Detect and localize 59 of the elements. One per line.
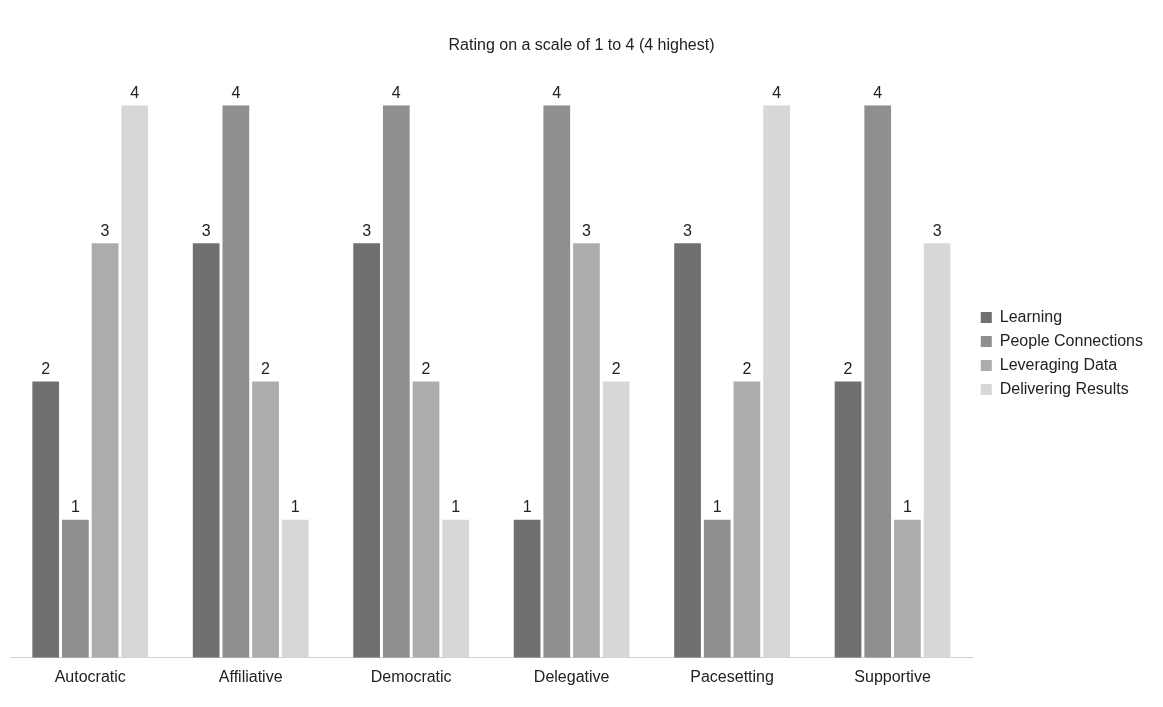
data-label: 3 [201,221,211,239]
data-label: 2 [843,359,853,377]
data-label: 4 [391,83,401,101]
data-label: 2 [421,359,431,377]
data-label: 1 [712,498,722,516]
bar [353,243,380,658]
chart-title: Rating on a scale of 1 to 4 (4 highest) [448,36,715,54]
data-label: 4 [130,83,140,101]
bar [412,381,440,658]
bar [192,243,220,658]
bar [32,381,60,658]
x-tick-label: Pacesetting [690,667,774,685]
bar [252,381,279,658]
data-label: 3 [932,221,942,239]
data-label: 3 [683,221,693,239]
bar [733,381,761,658]
bar [894,519,921,658]
data-label: 4 [772,83,782,101]
bar [91,243,119,658]
bar [121,105,149,658]
bar [513,519,541,658]
bar [222,105,250,658]
data-label: 1 [290,498,300,516]
bar [864,105,892,658]
bar [281,519,309,658]
bar [703,519,731,658]
bar [674,243,701,658]
bar [382,105,410,658]
bar [834,381,862,658]
legend-label: People Connections [999,331,1144,349]
bar [573,243,600,658]
x-tick-label: Autocratic [54,667,126,685]
data-label: 1 [902,498,912,516]
data-label: 2 [742,359,752,377]
data-label: 2 [261,359,271,377]
data-label: 2 [41,359,51,377]
x-tick-label: Supportive [854,667,931,685]
legend-label: Leveraging Data [999,355,1118,373]
x-tick-label: Delegative [533,667,610,685]
legend-label: Learning [999,307,1063,325]
data-label: 1 [451,498,461,516]
x-tick-label: Democratic [370,667,452,685]
data-label: 4 [873,83,883,101]
data-label: 1 [70,498,80,516]
data-label: 2 [611,359,621,377]
data-label: 3 [100,221,110,239]
data-label: 3 [362,221,372,239]
x-tick-label: Affiliative [218,667,283,685]
bar [763,105,790,658]
data-label: 1 [522,498,532,516]
bar [543,105,571,658]
bar [923,243,951,658]
bar [62,519,89,658]
bar [602,381,630,658]
data-label: 3 [582,221,592,239]
legend-label: Delivering Results [999,379,1129,397]
bar [442,519,470,658]
data-label: 4 [231,83,241,101]
data-label: 4 [552,83,562,101]
